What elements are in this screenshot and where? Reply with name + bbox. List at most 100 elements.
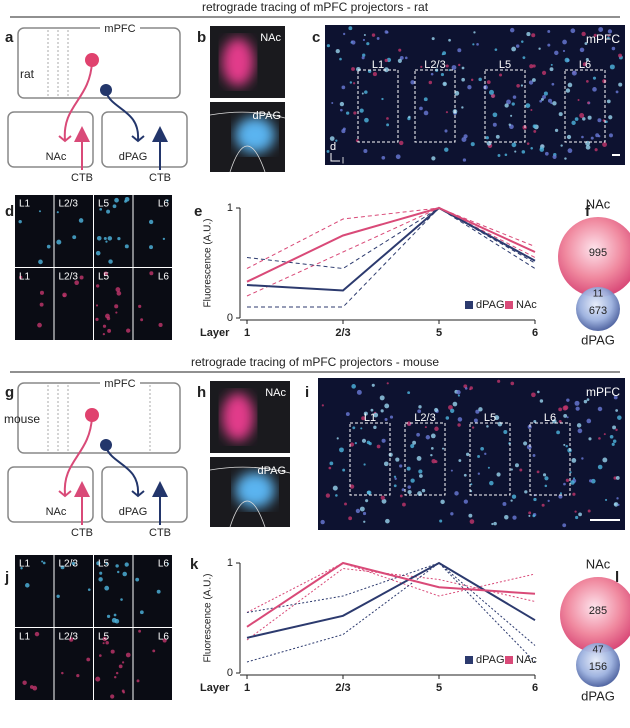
- cell: [554, 50, 559, 56]
- cell: [533, 129, 537, 133]
- cell: [511, 46, 517, 52]
- cell: [512, 515, 517, 520]
- cell: [523, 441, 528, 446]
- cell: [410, 478, 415, 483]
- layer-label: L5: [98, 632, 110, 643]
- tracer-label: CTB: [149, 172, 171, 184]
- cell: [486, 425, 489, 428]
- cell: [550, 63, 553, 66]
- cell: [563, 482, 566, 486]
- cell: [325, 493, 331, 498]
- cell: [166, 199, 169, 202]
- cell: [124, 562, 129, 567]
- series-line: [247, 207, 536, 308]
- cell: [461, 66, 465, 70]
- image-tile: [94, 555, 133, 627]
- cell: [95, 676, 101, 682]
- cell: [359, 108, 364, 113]
- layer-label: L2/3: [414, 412, 435, 424]
- cell: [562, 405, 568, 411]
- cell: [532, 454, 536, 457]
- cell: [372, 72, 377, 77]
- cell: [353, 111, 357, 115]
- cell: [395, 154, 401, 160]
- series-line: [246, 206, 536, 283]
- cell: [361, 56, 365, 60]
- cell: [342, 468, 346, 472]
- cell: [450, 512, 454, 516]
- cell: [587, 101, 590, 105]
- cell: [356, 66, 361, 72]
- cell: [543, 91, 548, 96]
- image-label: dPAG: [257, 465, 286, 477]
- cell: [461, 77, 465, 82]
- cell: [386, 123, 390, 127]
- cell: [547, 98, 553, 103]
- legend-swatch: [465, 301, 473, 309]
- cell: [355, 508, 361, 514]
- cell: [531, 392, 536, 398]
- label-bg: [100, 23, 140, 35]
- cell: [530, 147, 533, 150]
- panel-label: b: [197, 29, 206, 46]
- cell: [162, 237, 166, 241]
- cell: [138, 304, 142, 309]
- cell: [503, 430, 508, 434]
- cell: [320, 519, 325, 525]
- cell: [509, 27, 515, 33]
- cell: [149, 245, 153, 250]
- cell: [363, 411, 368, 416]
- image-tile: [94, 628, 133, 700]
- cell: [531, 78, 536, 82]
- cell: [349, 484, 355, 489]
- cell: [521, 150, 526, 154]
- layer-label: L1: [372, 59, 384, 71]
- cell: [60, 565, 65, 570]
- cell: [454, 491, 459, 496]
- cell: [579, 47, 585, 53]
- series-line: [246, 207, 536, 297]
- layer-roi: [404, 422, 446, 496]
- cell: [470, 78, 474, 82]
- cell: [56, 211, 59, 214]
- cell: [381, 438, 386, 443]
- cell: [525, 103, 531, 109]
- image-tile: [54, 268, 93, 340]
- cell: [497, 153, 501, 157]
- cell: [341, 85, 346, 90]
- cell: [607, 36, 610, 40]
- cell: [46, 244, 51, 249]
- panel-label: c: [312, 29, 320, 46]
- venn-label: NAc: [586, 556, 611, 571]
- cell: [61, 671, 64, 675]
- cell: [418, 474, 423, 478]
- cell: [135, 577, 140, 582]
- cell: [609, 64, 615, 70]
- cell: [388, 452, 393, 457]
- species-label: rat: [20, 67, 35, 81]
- cell: [470, 142, 475, 147]
- cell: [574, 400, 580, 406]
- cell: [406, 466, 411, 471]
- panel-label: e: [194, 203, 202, 220]
- cell: [379, 395, 385, 401]
- cell: [477, 472, 481, 475]
- cell: [126, 328, 131, 333]
- cell: [138, 629, 142, 633]
- cell: [383, 67, 389, 73]
- series-line: [246, 562, 536, 646]
- cell: [586, 80, 589, 83]
- cell: [602, 142, 608, 147]
- cell: [541, 70, 547, 75]
- cell: [552, 101, 557, 106]
- cell: [407, 391, 411, 395]
- y-axis-label: Fluorescence (A.U.): [203, 219, 214, 308]
- cell: [574, 510, 577, 513]
- cell: [353, 82, 356, 85]
- layer-label: L6: [579, 59, 591, 71]
- cell: [559, 492, 562, 495]
- cell: [572, 492, 576, 496]
- cell: [613, 395, 618, 400]
- cell: [385, 518, 390, 524]
